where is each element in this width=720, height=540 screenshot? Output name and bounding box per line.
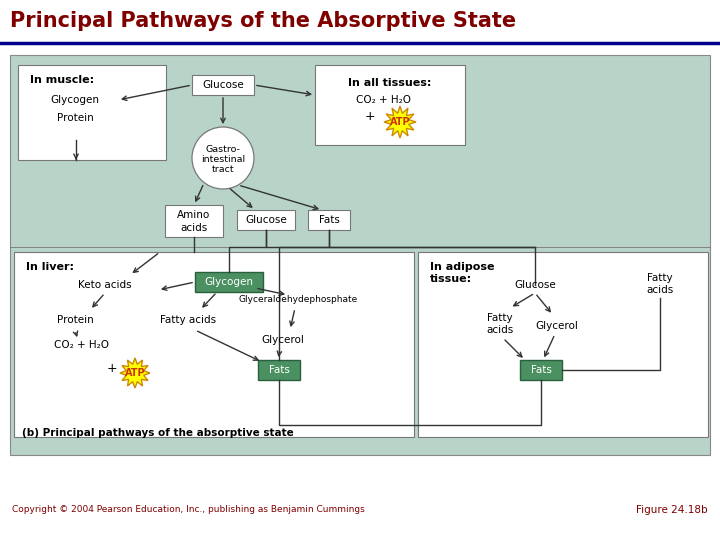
Text: ATP: ATP	[390, 117, 410, 127]
Text: Glycogen: Glycogen	[50, 95, 99, 105]
Text: Fatty acids: Fatty acids	[160, 315, 216, 325]
Text: Glucose: Glucose	[514, 280, 556, 290]
Text: tract: tract	[212, 165, 234, 174]
Text: Keto acids: Keto acids	[78, 280, 132, 290]
Text: acids: acids	[181, 223, 207, 233]
Text: Fatty: Fatty	[647, 273, 672, 283]
Text: acids: acids	[647, 285, 674, 295]
Text: Glycerol: Glycerol	[536, 321, 578, 331]
Bar	[520, 360, 562, 380]
Text: Glucose: Glucose	[245, 215, 287, 225]
Text: +: +	[107, 361, 117, 375]
Text: intestinal: intestinal	[201, 156, 245, 165]
Text: CO₂ + H₂O: CO₂ + H₂O	[356, 95, 410, 105]
Bar	[195, 272, 263, 292]
Bar	[258, 360, 300, 380]
Bar	[315, 65, 465, 145]
Text: In muscle:: In muscle:	[30, 75, 94, 85]
Text: Fats: Fats	[318, 215, 339, 225]
Bar	[14, 252, 414, 437]
Polygon shape	[384, 106, 416, 138]
Bar	[0, 0, 720, 42]
Text: Fatty: Fatty	[487, 313, 513, 323]
Polygon shape	[120, 358, 150, 388]
Text: Gastro-: Gastro-	[206, 145, 240, 154]
Text: Glyceraldehydephosphate: Glyceraldehydephosphate	[238, 295, 358, 305]
Text: In liver:: In liver:	[26, 262, 74, 272]
Text: Protein: Protein	[57, 315, 94, 325]
Bar	[418, 252, 708, 437]
Text: acids: acids	[487, 325, 513, 335]
Text: Amino: Amino	[177, 210, 211, 220]
Text: Fats: Fats	[269, 365, 289, 375]
Text: +: +	[365, 110, 375, 123]
Ellipse shape	[192, 127, 254, 189]
Text: ATP: ATP	[125, 368, 145, 378]
Text: Principal Pathways of the Absorptive State: Principal Pathways of the Absorptive Sta…	[10, 11, 516, 31]
Bar	[237, 210, 295, 230]
Text: Glucose: Glucose	[202, 80, 244, 90]
Bar	[10, 55, 710, 455]
Bar	[192, 75, 254, 95]
Text: tissue:: tissue:	[430, 274, 472, 284]
Text: CO₂ + H₂O: CO₂ + H₂O	[55, 340, 109, 350]
Text: Copyright © 2004 Pearson Education, Inc., publishing as Benjamin Cummings: Copyright © 2004 Pearson Education, Inc.…	[12, 505, 365, 515]
Text: Protein: Protein	[57, 113, 94, 123]
Bar	[18, 65, 166, 160]
Text: In all tissues:: In all tissues:	[348, 78, 432, 88]
Bar	[165, 205, 223, 237]
Text: Figure 24.18b: Figure 24.18b	[636, 505, 708, 515]
Text: (b) Principal pathways of the absorptive state: (b) Principal pathways of the absorptive…	[22, 428, 294, 438]
Text: Glycerol: Glycerol	[261, 335, 305, 345]
Text: Glycogen: Glycogen	[204, 277, 253, 287]
Text: In adipose: In adipose	[430, 262, 495, 272]
Text: Fats: Fats	[531, 365, 552, 375]
Bar	[308, 210, 350, 230]
